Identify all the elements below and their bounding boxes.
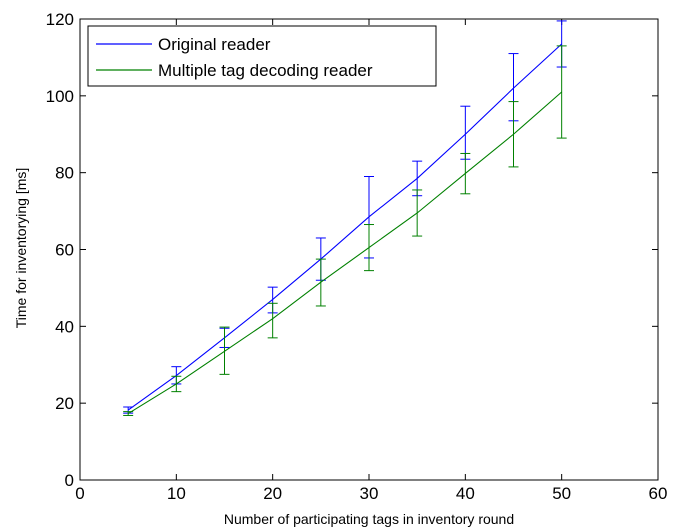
x-tick-label: 10: [167, 484, 186, 503]
x-tick-label: 0: [75, 484, 84, 503]
x-tick-label: 60: [649, 484, 668, 503]
y-axis-label: Time for inventorying [ms]: [13, 168, 29, 329]
y-tick-label: 60: [55, 241, 74, 260]
y-tick-label: 40: [55, 317, 74, 336]
y-tick-label: 80: [55, 164, 74, 183]
legend-label: Multiple tag decoding reader: [158, 61, 373, 80]
x-tick-label: 40: [456, 484, 475, 503]
y-tick-label: 120: [46, 10, 74, 29]
y-tick-label: 0: [65, 471, 74, 490]
legend-label: Original reader: [158, 35, 271, 54]
x-tick-label: 20: [263, 484, 282, 503]
x-axis-label: Number of participating tags in inventor…: [224, 511, 514, 527]
y-tick-label: 20: [55, 394, 74, 413]
x-tick-label: 50: [552, 484, 571, 503]
legend: Original reader Multiple tag decoding rea…: [88, 26, 436, 86]
x-tick-label: 30: [360, 484, 379, 503]
y-tick-label: 100: [46, 87, 74, 106]
